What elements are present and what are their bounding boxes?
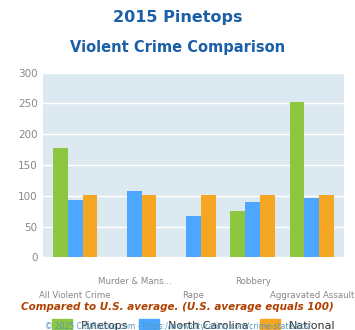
Bar — [201, 195, 216, 257]
Bar — [260, 195, 275, 257]
Bar — [319, 195, 334, 257]
Bar — [53, 148, 68, 257]
Text: Robbery: Robbery — [235, 277, 271, 286]
Bar — [304, 198, 319, 257]
Bar — [82, 195, 97, 257]
Bar — [245, 202, 260, 257]
Text: Compared to U.S. average. (U.S. average equals 100): Compared to U.S. average. (U.S. average … — [21, 302, 334, 312]
Text: Violent Crime Comparison: Violent Crime Comparison — [70, 40, 285, 54]
Text: Rape: Rape — [182, 291, 204, 300]
Bar — [230, 211, 245, 257]
Bar — [290, 102, 305, 257]
Text: 2015 Pinetops: 2015 Pinetops — [113, 10, 242, 25]
Bar — [127, 191, 142, 257]
Legend: Pinetops, North Carolina, National: Pinetops, North Carolina, National — [47, 315, 340, 330]
Text: © 2025 CityRating.com - https://www.cityrating.com/crime-statistics/: © 2025 CityRating.com - https://www.city… — [45, 322, 310, 330]
Bar — [186, 215, 201, 257]
Text: Aggravated Assault: Aggravated Assault — [269, 291, 354, 300]
Text: Murder & Mans...: Murder & Mans... — [98, 277, 171, 286]
Text: All Violent Crime: All Violent Crime — [39, 291, 111, 300]
Bar — [142, 195, 157, 257]
Bar — [68, 200, 83, 257]
